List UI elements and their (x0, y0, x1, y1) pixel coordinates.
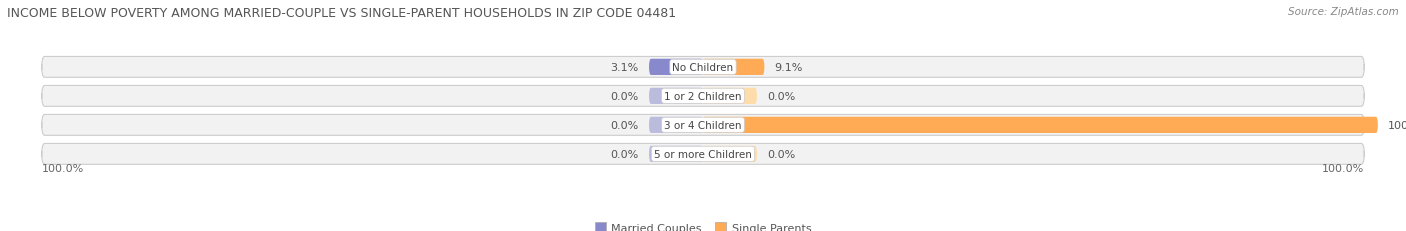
Text: INCOME BELOW POVERTY AMONG MARRIED-COUPLE VS SINGLE-PARENT HOUSEHOLDS IN ZIP COD: INCOME BELOW POVERTY AMONG MARRIED-COUPL… (7, 7, 676, 20)
Text: No Children: No Children (672, 63, 734, 73)
FancyBboxPatch shape (42, 115, 1364, 136)
Text: 0.0%: 0.0% (768, 91, 796, 101)
FancyBboxPatch shape (650, 88, 703, 104)
Text: 3.1%: 3.1% (610, 63, 638, 73)
FancyBboxPatch shape (703, 117, 1378, 134)
Text: 0.0%: 0.0% (610, 91, 638, 101)
Text: 0.0%: 0.0% (768, 149, 796, 159)
FancyBboxPatch shape (42, 57, 1364, 78)
Text: Source: ZipAtlas.com: Source: ZipAtlas.com (1288, 7, 1399, 17)
Text: 0.0%: 0.0% (610, 120, 638, 130)
FancyBboxPatch shape (703, 60, 765, 76)
Text: 100.0%: 100.0% (1322, 164, 1364, 174)
Text: 9.1%: 9.1% (775, 63, 803, 73)
FancyBboxPatch shape (650, 117, 703, 134)
Text: 100.0%: 100.0% (42, 164, 84, 174)
FancyBboxPatch shape (650, 146, 703, 162)
Legend: Married Couples, Single Parents: Married Couples, Single Parents (591, 218, 815, 231)
Text: 5 or more Children: 5 or more Children (654, 149, 752, 159)
Text: 3 or 4 Children: 3 or 4 Children (664, 120, 742, 130)
FancyBboxPatch shape (42, 144, 1364, 165)
Text: 1 or 2 Children: 1 or 2 Children (664, 91, 742, 101)
FancyBboxPatch shape (703, 88, 756, 104)
FancyBboxPatch shape (703, 146, 756, 162)
FancyBboxPatch shape (42, 86, 1364, 107)
Text: 100.0%: 100.0% (1388, 120, 1406, 130)
FancyBboxPatch shape (650, 60, 703, 76)
Text: 0.0%: 0.0% (610, 149, 638, 159)
